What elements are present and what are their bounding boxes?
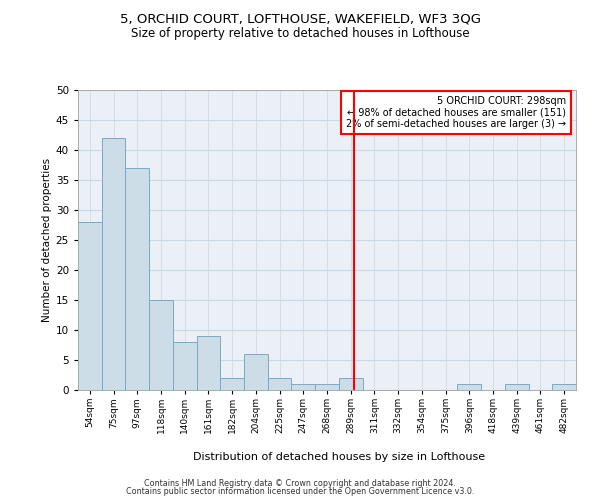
Bar	[125, 168, 149, 390]
Bar	[552, 384, 576, 390]
Bar	[220, 378, 244, 390]
Text: Distribution of detached houses by size in Lofthouse: Distribution of detached houses by size …	[193, 452, 485, 462]
Bar	[78, 222, 102, 390]
Text: Contains HM Land Registry data © Crown copyright and database right 2024.: Contains HM Land Registry data © Crown c…	[144, 478, 456, 488]
Bar	[197, 336, 220, 390]
Bar	[268, 378, 292, 390]
Bar	[292, 384, 315, 390]
Bar	[244, 354, 268, 390]
Bar	[339, 378, 362, 390]
Bar	[315, 384, 339, 390]
Bar	[149, 300, 173, 390]
Bar	[173, 342, 197, 390]
Bar	[457, 384, 481, 390]
Text: 5, ORCHID COURT, LOFTHOUSE, WAKEFIELD, WF3 3QG: 5, ORCHID COURT, LOFTHOUSE, WAKEFIELD, W…	[119, 12, 481, 26]
Text: 5 ORCHID COURT: 298sqm
← 98% of detached houses are smaller (151)
2% of semi-det: 5 ORCHID COURT: 298sqm ← 98% of detached…	[346, 96, 566, 129]
Bar	[102, 138, 125, 390]
Text: Size of property relative to detached houses in Lofthouse: Size of property relative to detached ho…	[131, 28, 469, 40]
Y-axis label: Number of detached properties: Number of detached properties	[41, 158, 52, 322]
Text: Contains public sector information licensed under the Open Government Licence v3: Contains public sector information licen…	[126, 487, 474, 496]
Bar	[505, 384, 529, 390]
